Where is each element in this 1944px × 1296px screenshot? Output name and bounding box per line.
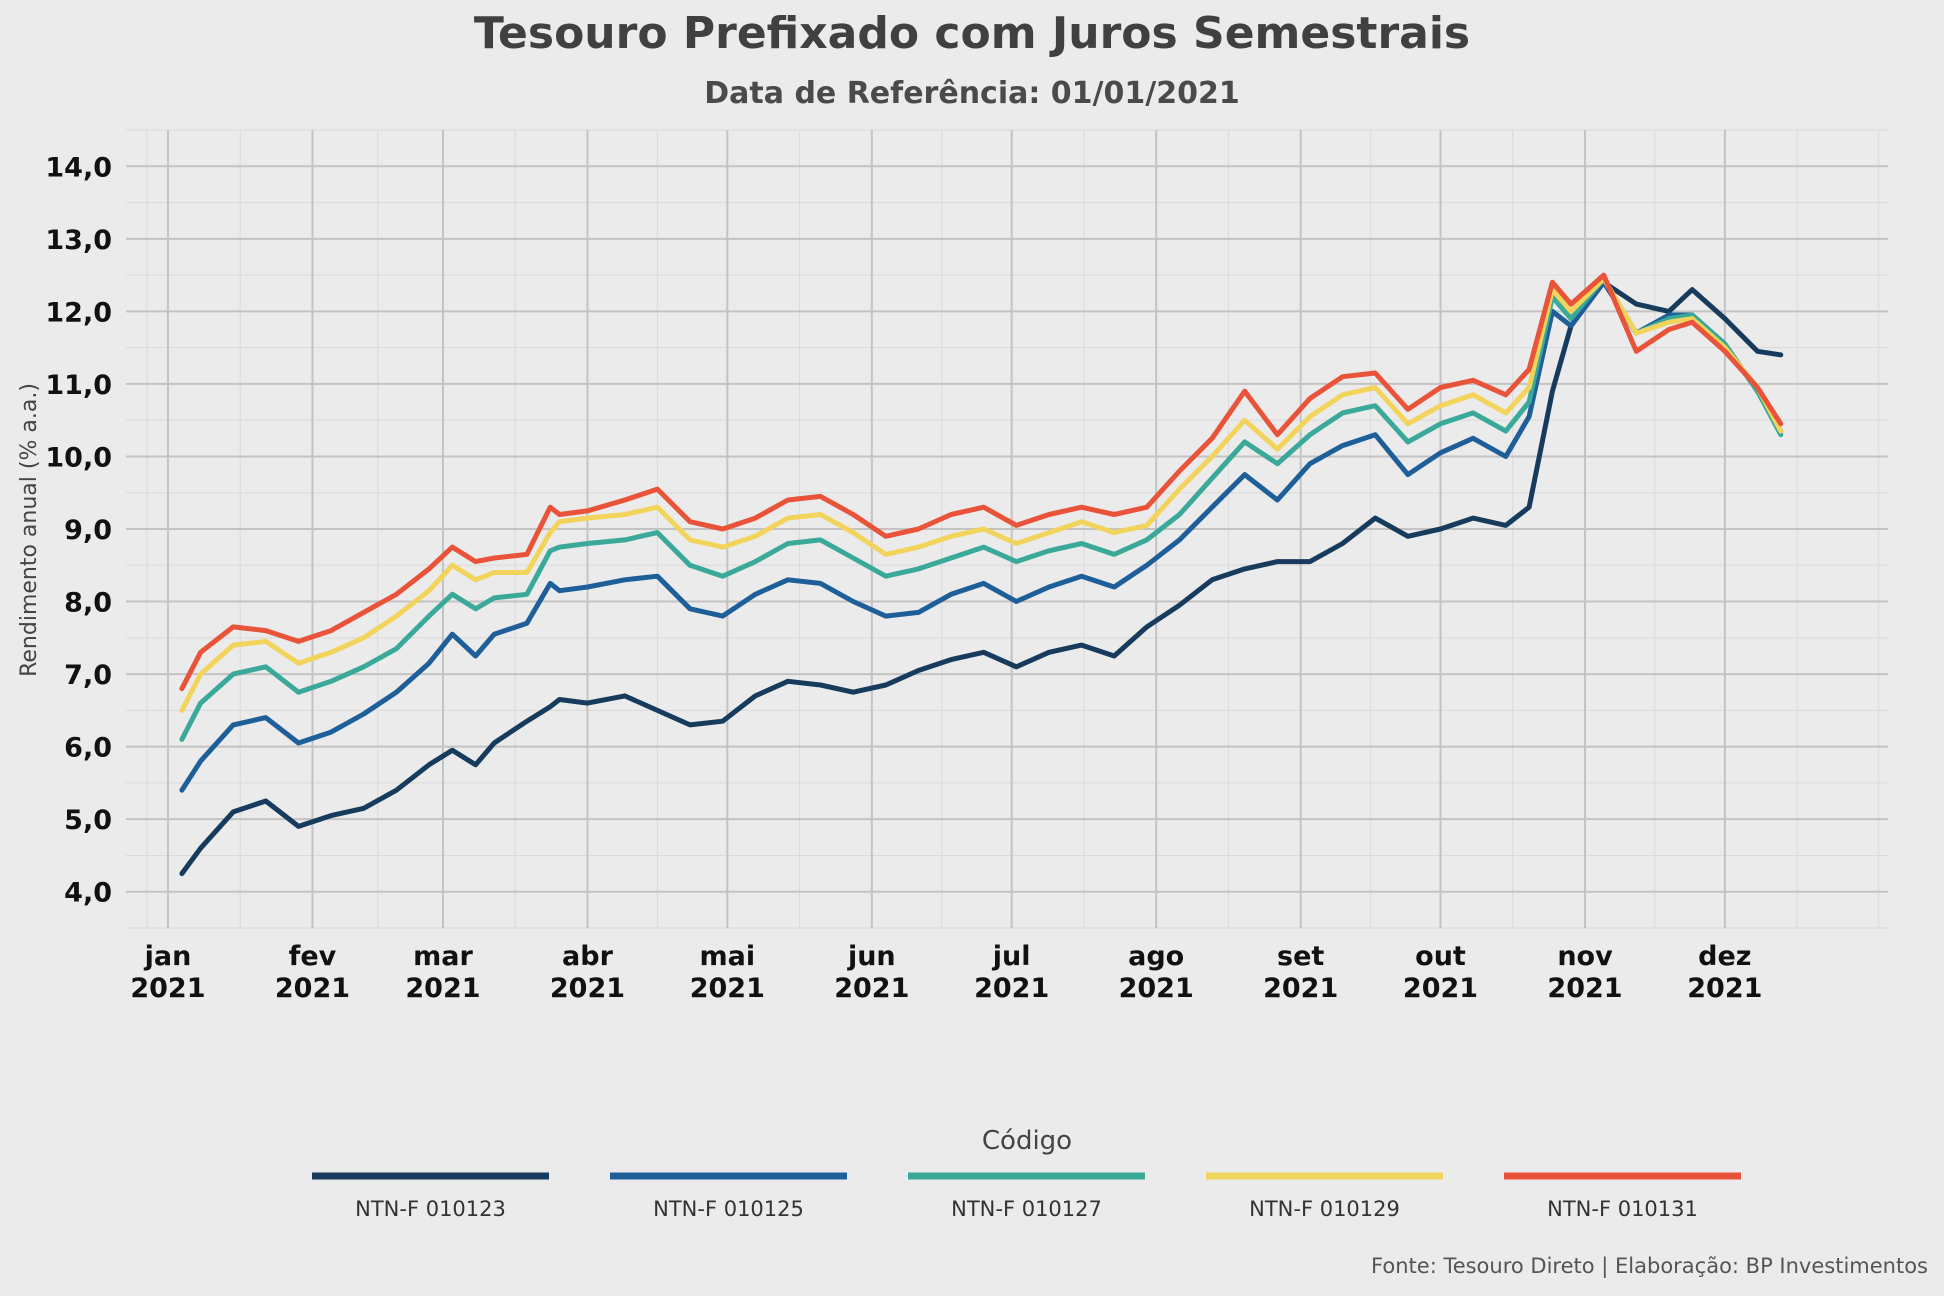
legend-label: NTN-F 010125	[653, 1197, 804, 1221]
legend: NTN-F 010123 NTN-F 010125 NTN-F 010127 NTN-…	[312, 1172, 1741, 1221]
series-line-ntn-f-010127	[179, 276, 1784, 742]
series-line-ntn-f-010131	[179, 272, 1784, 692]
x-tick-label: fev 2021	[275, 941, 350, 1004]
x-tick-label: jan 2021	[130, 941, 205, 1004]
source-caption: Fonte: Tesouro Direto | Elaboração: BP I…	[1371, 1254, 1928, 1278]
y-axis-label: Rendimento anual (% a.a.)	[17, 383, 42, 677]
y-tick-label: 4,0	[64, 878, 112, 909]
y-tick-label: 5,0	[64, 805, 112, 836]
x-tick-label: jun 2021	[834, 941, 909, 1004]
x-tick-label: out 2021	[1403, 941, 1478, 1004]
x-tick-label: dez 2021	[1687, 941, 1762, 1004]
y-tick-label: 8,0	[64, 588, 112, 619]
x-tick-label: set 2021	[1263, 941, 1338, 1004]
x-tick-label: mar 2021	[405, 941, 480, 1004]
chart-title: Tesouro Prefixado com Juros Semestrais	[473, 8, 1471, 59]
y-tick-label: 11,0	[45, 370, 112, 401]
y-tick-label: 6,0	[64, 733, 112, 764]
legend-label: NTN-F 010131	[1547, 1197, 1698, 1221]
x-tick-label: jul 2021	[974, 941, 1049, 1004]
legend-title: Código	[982, 1126, 1072, 1156]
y-tick-label: 10,0	[45, 442, 112, 473]
chart-subtitle: Data de Referência: 01/01/2021	[704, 76, 1240, 111]
y-tick-label: 9,0	[64, 515, 112, 546]
y-tick-label: 7,0	[64, 660, 112, 691]
x-tick-label: abr 2021	[550, 941, 625, 1004]
legend-label: NTN-F 010123	[355, 1197, 506, 1221]
series-lines	[179, 272, 1784, 877]
series-line-ntn-f-010125	[179, 279, 1784, 793]
y-tick-label: 13,0	[45, 225, 112, 256]
x-axis-ticks: jan 2021 fev 2021 mar 2021 abr 2021 mai 2021 jun 20…	[130, 941, 1762, 1004]
series-line-ntn-f-010123	[179, 279, 1784, 877]
legend-label: NTN-F 010129	[1249, 1197, 1400, 1221]
x-tick-label: ago 2021	[1119, 941, 1194, 1004]
series-line-ntn-f-010129	[179, 276, 1784, 713]
x-tick-label: mai 2021	[690, 941, 765, 1004]
y-axis-ticks: 4,0 5,0 6,0 7,0 8,0 9,0 10,0 11,0 12,0 13,0 14,0	[45, 152, 112, 908]
legend-label: NTN-F 010127	[951, 1197, 1102, 1221]
y-tick-label: 12,0	[45, 297, 112, 328]
y-tick-label: 14,0	[45, 152, 112, 183]
x-tick-label: nov 2021	[1547, 941, 1622, 1004]
